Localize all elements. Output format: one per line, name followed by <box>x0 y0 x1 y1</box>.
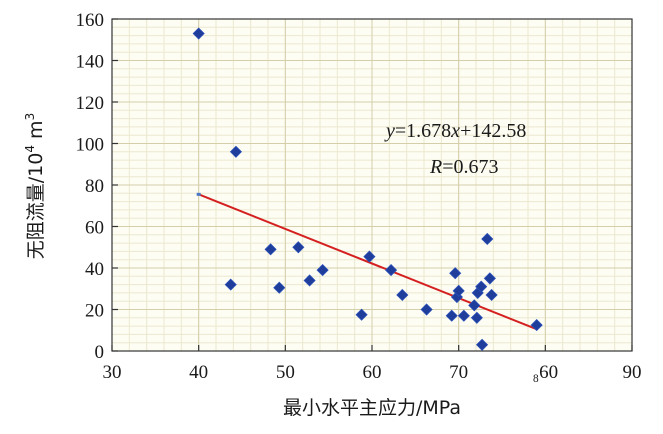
data-point <box>303 274 316 287</box>
x-tick-labels: 30 40 50 60 70 ₈60 90 <box>103 362 642 383</box>
data-point <box>363 250 376 263</box>
data-point <box>292 241 305 254</box>
data-point <box>452 284 465 297</box>
data-point <box>485 288 498 302</box>
x-tick-label: 60 <box>363 362 382 383</box>
fit-line-group <box>196 192 538 331</box>
data-point <box>470 311 483 324</box>
data-point <box>229 145 242 158</box>
y-tick-label: 160 <box>76 10 105 31</box>
data-point <box>468 299 481 312</box>
x-tick-label: 30 <box>103 362 122 383</box>
data-point <box>355 308 368 321</box>
x-tick-label: 50 <box>276 362 295 383</box>
data-point <box>481 232 494 246</box>
x-tick-label: ₈60 <box>533 362 559 383</box>
data-point <box>273 281 286 294</box>
y-tick-label: 100 <box>76 135 105 156</box>
y-tick-label: 20 <box>85 301 104 322</box>
y-axis-title: 无阻流量/104 m3 <box>23 113 47 259</box>
y-tick-label: 120 <box>76 93 105 114</box>
fit-line <box>198 193 538 331</box>
y-tick-label: 80 <box>85 176 104 197</box>
correlation-coefficient: R=0.673 <box>429 156 499 178</box>
data-point <box>476 338 489 351</box>
data-point <box>530 318 543 332</box>
data-point <box>316 264 329 277</box>
x-axis-title: 最小水平主应力/MPa <box>283 397 461 419</box>
data-point <box>483 272 496 285</box>
data-point <box>449 267 462 280</box>
x-tick-label: 40 <box>189 362 208 383</box>
y-tick-label: 0 <box>95 342 105 363</box>
data-point <box>224 278 237 291</box>
data-point <box>420 303 433 316</box>
y-tick-label: 140 <box>76 52 105 73</box>
data-point <box>475 280 488 293</box>
y-tick-label: 60 <box>85 218 104 239</box>
data-point <box>264 243 277 256</box>
data-points <box>192 27 543 351</box>
data-point <box>192 27 205 40</box>
data-point <box>396 288 409 302</box>
data-point <box>385 264 398 277</box>
y-tick-label: 40 <box>85 259 104 280</box>
axis-ticks <box>111 18 633 352</box>
data-point <box>445 309 458 322</box>
data-point <box>457 309 470 322</box>
fit-start-marker <box>196 192 201 196</box>
fit-equation: y=1.678x+142.58 <box>384 120 526 142</box>
x-tick-label: 70 <box>449 362 468 383</box>
y-tick-labels: 0 20 40 60 80 100 120 140 160 <box>76 10 105 363</box>
x-tick-label: 90 <box>623 362 642 383</box>
